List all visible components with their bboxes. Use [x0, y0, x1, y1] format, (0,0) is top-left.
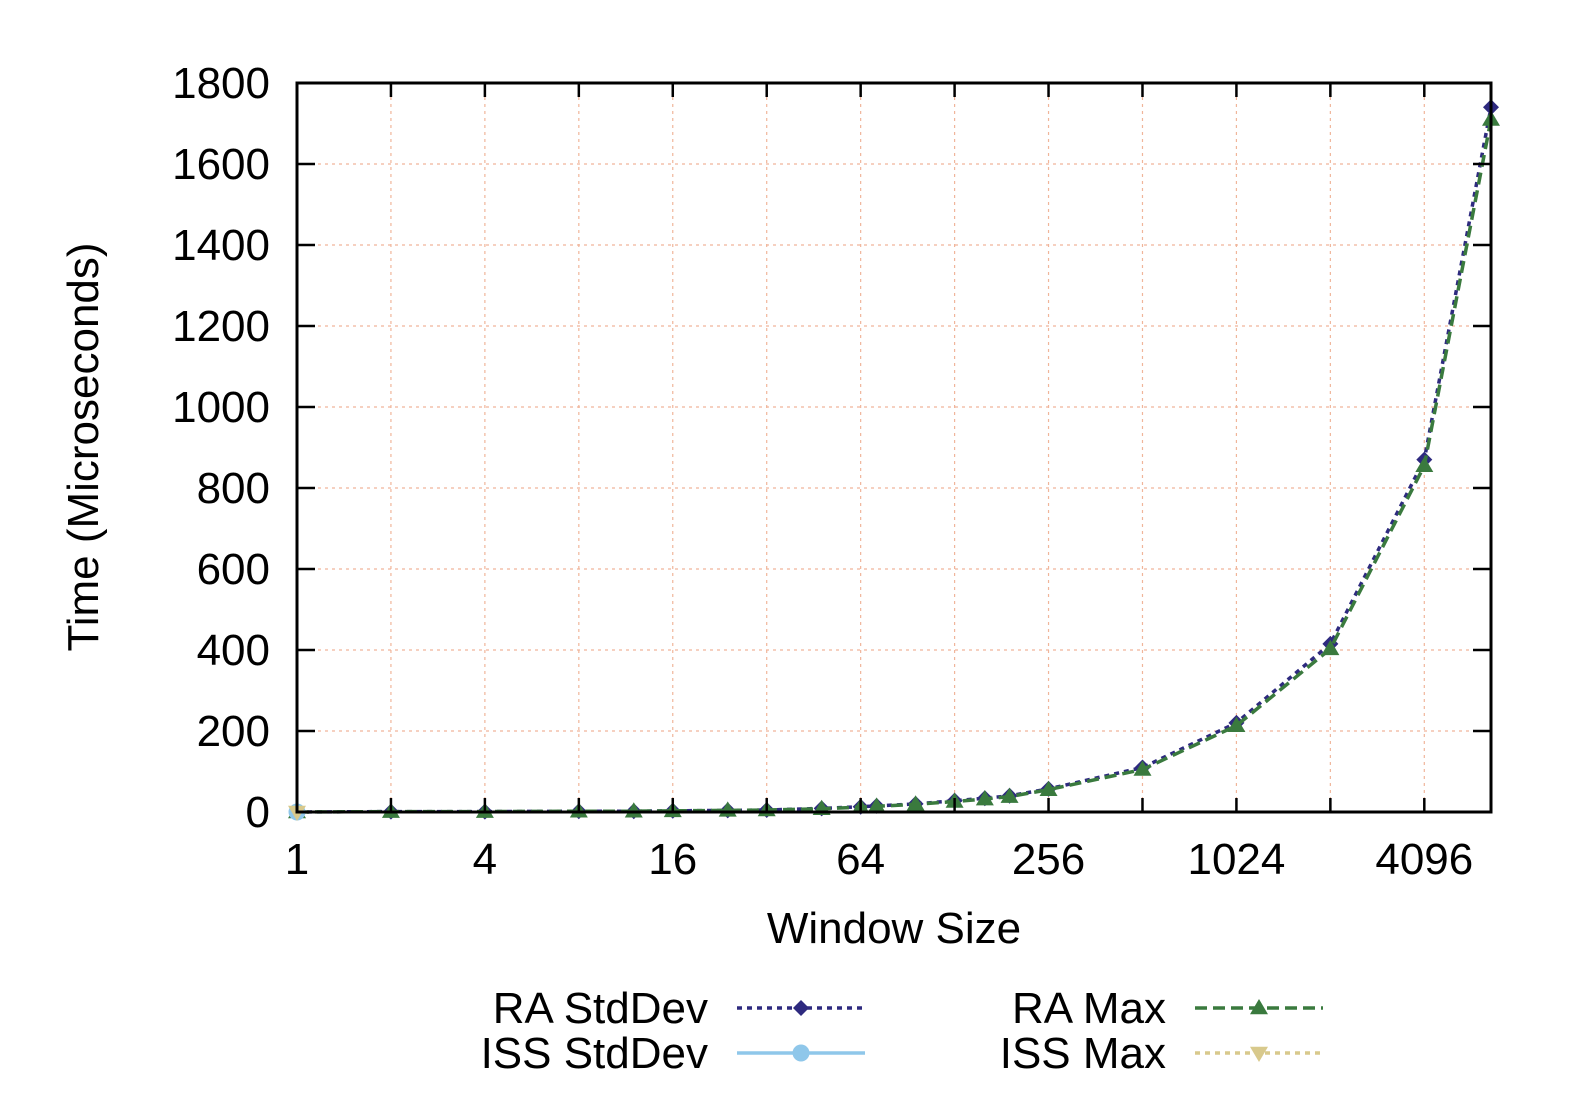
y-tick-label: 200: [197, 707, 270, 756]
y-tick-label: 1600: [172, 140, 270, 189]
legend-marker: [1250, 1046, 1268, 1062]
legend-entry: ISS Max: [1000, 1029, 1323, 1078]
legend-marker: [1250, 999, 1268, 1015]
legend-entry: ISS StdDev: [481, 1029, 865, 1078]
axis-ticks: [295, 81, 1491, 814]
series-line: [296, 119, 1493, 814]
legend-label: ISS StdDev: [481, 1029, 708, 1078]
y-tick-label: 1800: [172, 59, 270, 108]
x-tick-label: 1024: [1187, 835, 1285, 884]
y-tick-label: 800: [197, 464, 270, 513]
x-tick-label: 1: [285, 835, 309, 884]
y-tick-label: 600: [197, 545, 270, 594]
y-tick-label: 400: [197, 626, 270, 675]
grid: [297, 83, 1491, 812]
legend-label: ISS Max: [1000, 1029, 1166, 1078]
data-point: [1227, 716, 1246, 733]
data-point: [1415, 456, 1434, 473]
series-layer: [288, 99, 1500, 821]
series-ra-stddev: [289, 99, 1499, 820]
data-point: [1133, 760, 1152, 776]
data-point: [867, 797, 886, 813]
data-point: [1000, 787, 1019, 803]
data-point: [975, 790, 994, 806]
legend-marker: [792, 1044, 810, 1062]
y-tick-label: 0: [246, 788, 270, 837]
x-tick-label: 4: [473, 835, 497, 884]
legend-entry: RA Max: [1012, 984, 1323, 1033]
plot-area-frame: [295, 81, 1493, 814]
x-tick-label: 16: [648, 835, 697, 884]
y-tick-label: 1200: [172, 302, 270, 351]
data-point: [624, 802, 643, 818]
tick-labels: 0 200 400 600 800 1000 1200 1400 1600 1800 1 4 16 64 2…: [172, 59, 1473, 884]
legend-label: RA Max: [1012, 984, 1166, 1033]
y-tick-label: 1000: [172, 383, 270, 432]
legend-entry: RA StdDev: [493, 984, 865, 1033]
series-ra-max: [288, 110, 1500, 819]
data-point: [1039, 780, 1058, 797]
series-line: [296, 106, 1493, 814]
y-tick-label: 1400: [172, 221, 270, 270]
data-point: [906, 795, 925, 811]
x-tick-label: 4096: [1375, 835, 1473, 884]
y-axis-title: Time (Microseconds): [59, 242, 108, 651]
x-tick-label: 256: [1012, 835, 1085, 884]
legend-label: RA StdDev: [493, 984, 708, 1033]
legend-marker: [793, 1000, 809, 1016]
x-tick-label: 64: [836, 835, 885, 884]
data-point: [1321, 639, 1340, 656]
x-axis-title: Window Size: [767, 904, 1021, 953]
